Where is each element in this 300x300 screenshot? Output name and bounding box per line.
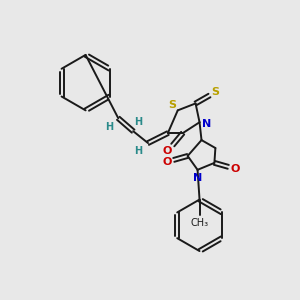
Text: O: O <box>162 157 172 167</box>
Text: O: O <box>230 164 240 174</box>
Text: H: H <box>134 146 142 156</box>
Text: H: H <box>134 117 142 127</box>
Text: S: S <box>212 86 219 97</box>
Text: O: O <box>162 146 172 156</box>
Text: CH₃: CH₃ <box>190 218 208 228</box>
Text: N: N <box>202 119 211 129</box>
Text: N: N <box>193 173 202 183</box>
Text: H: H <box>105 122 113 132</box>
Text: S: S <box>168 100 176 110</box>
